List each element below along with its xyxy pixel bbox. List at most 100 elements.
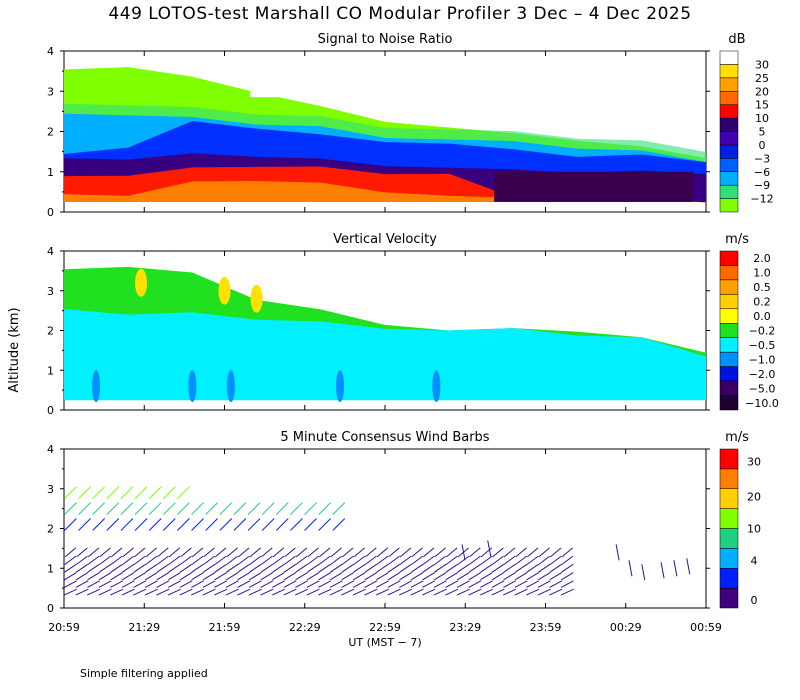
wind-barb-upper xyxy=(177,518,190,531)
wind-barb xyxy=(422,555,435,565)
wind-barb xyxy=(352,588,366,596)
wind-barb xyxy=(318,588,332,596)
wind-barb xyxy=(445,572,459,581)
snr-colorbar-cell xyxy=(719,104,739,119)
wind-barb-upper xyxy=(219,502,233,515)
wind-barb xyxy=(492,555,504,565)
wind-barb xyxy=(191,547,204,558)
vv-field xyxy=(64,266,706,403)
wind-barb xyxy=(121,572,135,581)
wind-barb-upper xyxy=(219,518,233,531)
vv-colorbar-cell xyxy=(719,279,739,295)
wind-barb xyxy=(144,588,158,596)
wind-barb xyxy=(156,572,170,581)
wind-barb xyxy=(410,588,424,596)
wind-barb xyxy=(203,547,215,558)
y-axis-label: Altitude (km) xyxy=(7,307,22,392)
wind-barb xyxy=(133,588,147,596)
wind-barb xyxy=(434,547,446,558)
wind-barb xyxy=(515,555,527,565)
wind-barb xyxy=(468,563,481,573)
wind-barb xyxy=(145,547,157,558)
wind-barb xyxy=(249,547,261,558)
wind-barb-upper xyxy=(78,502,91,515)
wind-barb xyxy=(329,588,343,596)
wind-barb xyxy=(272,547,285,558)
snr-colorbar-cell xyxy=(719,144,739,159)
wind-barb xyxy=(249,555,262,565)
wind-barb xyxy=(456,580,470,588)
wind-barb xyxy=(433,580,447,588)
ytick-label: 4 xyxy=(47,245,54,258)
wind-barb xyxy=(330,563,343,573)
wind-barb xyxy=(468,588,482,596)
wind-barb xyxy=(446,547,458,558)
wind-barb xyxy=(87,563,100,573)
wind-barb xyxy=(237,588,251,596)
snr-layer-orange xyxy=(64,181,706,203)
wind-colorbar-label: 0 xyxy=(751,594,758,607)
wind-barb xyxy=(121,580,135,588)
wind-barb xyxy=(376,572,389,581)
wind-barb xyxy=(87,547,100,558)
wind-barb xyxy=(330,555,343,565)
wind-barb xyxy=(98,580,112,588)
wind-barb xyxy=(387,580,401,588)
xtick-label: 22:59 xyxy=(369,621,401,634)
wind-barb xyxy=(179,572,193,581)
wind-barb-sparse xyxy=(660,562,665,579)
snr-colorbar-label: 25 xyxy=(755,72,769,85)
ytick-label: 2 xyxy=(47,126,54,139)
wind-barb-upper xyxy=(275,518,289,531)
wind-barb-upper xyxy=(233,502,247,515)
wind-barb-upper xyxy=(290,518,303,531)
wind-barb xyxy=(283,588,297,596)
wind-barb-sparse xyxy=(461,544,466,561)
wind-barb xyxy=(480,580,493,588)
wind-barb xyxy=(445,588,459,596)
wind-barb xyxy=(87,580,100,588)
wind-barb xyxy=(180,555,192,565)
wind-barb xyxy=(168,580,181,588)
wind-barb xyxy=(237,563,250,573)
wind-barb xyxy=(202,580,216,588)
wind-barb xyxy=(456,588,470,596)
wind-barb xyxy=(110,563,123,573)
wind-barb xyxy=(214,563,227,573)
wind-barb xyxy=(468,580,482,588)
wind-colorbar-cell xyxy=(719,488,739,509)
vv-colorbar-label: 1.0 xyxy=(753,267,771,280)
wind-barb xyxy=(225,588,239,596)
wind-barb xyxy=(214,547,227,558)
wind-barb-upper xyxy=(148,518,162,531)
wind-barb xyxy=(503,572,516,581)
wind-barb xyxy=(503,555,516,565)
wind-barb-upper xyxy=(261,518,275,531)
vv-colorbar-cell xyxy=(719,250,739,266)
wind-barb xyxy=(191,580,204,588)
vv-colorbar-label: 0.0 xyxy=(753,310,771,323)
wind-barb xyxy=(98,588,112,596)
wind-barb xyxy=(261,547,273,558)
wind-barb xyxy=(145,572,158,581)
wind-barb xyxy=(503,580,516,588)
wind-barb xyxy=(433,572,447,581)
wind-barb xyxy=(503,563,516,573)
wind-barb-upper xyxy=(205,518,219,531)
wind-barb xyxy=(329,572,343,581)
wind-barb xyxy=(145,563,158,573)
wind-barb xyxy=(203,555,215,565)
wind-barb xyxy=(537,580,551,588)
wind-barb xyxy=(526,572,539,581)
vv-colorbar-cell xyxy=(719,294,739,310)
wind-barb xyxy=(237,580,251,588)
wind-barb xyxy=(468,555,481,565)
vv-colorbar-cell xyxy=(719,351,739,367)
snr-colorbar-label: −9 xyxy=(754,179,770,192)
wind-barb-upper xyxy=(261,502,275,515)
wind-barb xyxy=(411,563,424,573)
wind-barb-upper xyxy=(191,518,204,531)
wind-barb xyxy=(295,572,308,581)
wind-barb xyxy=(549,588,563,596)
wind-barb xyxy=(306,572,320,581)
